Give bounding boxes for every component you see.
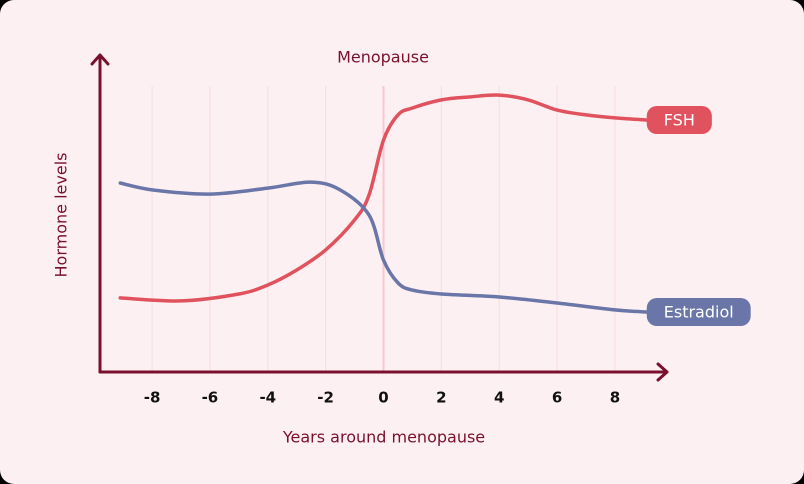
- x-tick-label: 4: [494, 389, 504, 407]
- x-tick-label: 8: [610, 389, 620, 407]
- x-tick-label: -2: [317, 389, 334, 407]
- annotation: Menopause: [337, 48, 429, 67]
- legend-pill: [646, 106, 712, 134]
- x-tick-label: 2: [436, 389, 446, 407]
- x-axis-label: Years around menopause: [282, 428, 485, 447]
- x-axis: [98, 362, 669, 382]
- line: [118, 93, 649, 303]
- x-tick-label: 0: [378, 389, 388, 407]
- legend-label: Estradiol: [664, 303, 734, 322]
- x-tick-label: -6: [202, 389, 219, 407]
- legend-label: FSH: [664, 111, 695, 130]
- line: [118, 180, 649, 314]
- x-tick-label: -8: [144, 389, 161, 407]
- legend-pill: [646, 298, 751, 326]
- x-tick-label: -4: [259, 389, 276, 407]
- grid: [151, 86, 616, 372]
- x-tick-label: 6: [552, 389, 562, 407]
- y-axis-label: Hormone levels: [52, 153, 71, 278]
- y-axis: [90, 53, 110, 374]
